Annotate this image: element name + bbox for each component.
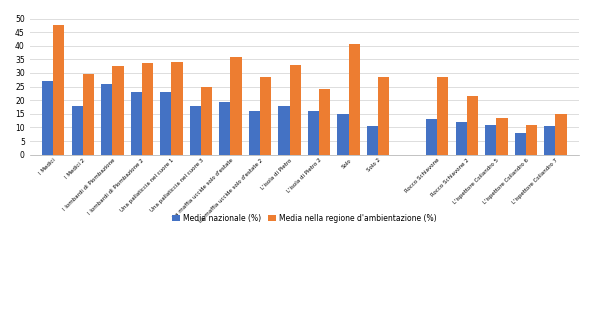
Bar (485, 125, 497, 155)
Bar (514, 133, 526, 155)
Bar (456, 122, 467, 155)
Bar (308, 111, 319, 155)
Bar (544, 126, 555, 155)
Bar (349, 44, 360, 155)
Bar (437, 77, 448, 155)
Bar (279, 106, 289, 155)
Bar (71, 106, 83, 155)
Bar (201, 87, 212, 155)
Bar (131, 92, 142, 155)
Bar (142, 63, 153, 155)
Bar (260, 77, 271, 155)
Bar (337, 114, 349, 155)
Bar (526, 125, 537, 155)
Bar (467, 96, 478, 155)
Bar (555, 114, 567, 155)
Bar (497, 118, 507, 155)
Bar (83, 74, 94, 155)
Bar (189, 106, 201, 155)
Bar (219, 101, 230, 155)
Bar (378, 77, 390, 155)
Bar (172, 62, 182, 155)
Bar (160, 92, 172, 155)
Bar (426, 119, 437, 155)
Bar (289, 65, 301, 155)
Bar (101, 84, 112, 155)
Bar (319, 89, 330, 155)
Bar (112, 66, 124, 155)
Bar (42, 81, 53, 155)
Legend: Media nazionale (%), Media nella regione d'ambientazione (%): Media nazionale (%), Media nella regione… (169, 211, 440, 226)
Bar (249, 111, 260, 155)
Bar (53, 25, 65, 155)
Bar (367, 126, 378, 155)
Bar (230, 57, 242, 155)
